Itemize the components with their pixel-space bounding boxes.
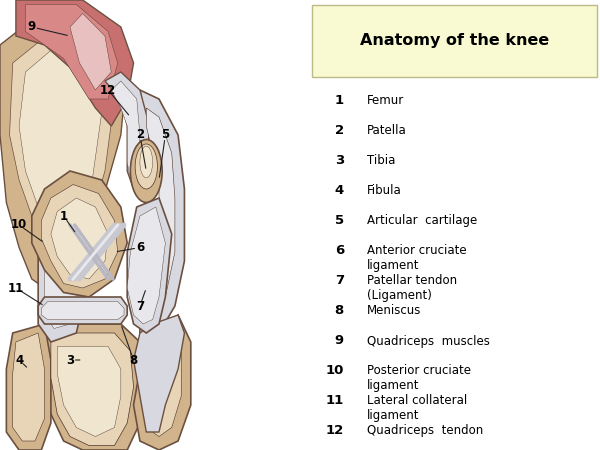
Text: 10: 10 bbox=[326, 364, 344, 378]
Text: 6: 6 bbox=[136, 241, 144, 254]
Text: 11: 11 bbox=[326, 395, 344, 408]
Polygon shape bbox=[19, 45, 102, 256]
Polygon shape bbox=[44, 324, 146, 450]
Text: 9: 9 bbox=[28, 21, 36, 33]
Polygon shape bbox=[38, 216, 83, 342]
Text: 9: 9 bbox=[335, 334, 344, 347]
Polygon shape bbox=[7, 324, 51, 450]
Text: 12: 12 bbox=[326, 424, 344, 437]
Text: Anterior cruciate
ligament: Anterior cruciate ligament bbox=[367, 244, 467, 273]
Text: 2: 2 bbox=[136, 129, 144, 141]
Polygon shape bbox=[105, 72, 149, 189]
Text: 7: 7 bbox=[335, 274, 344, 288]
Polygon shape bbox=[10, 27, 115, 279]
Polygon shape bbox=[70, 14, 112, 90]
Polygon shape bbox=[112, 81, 140, 180]
Text: Fibula: Fibula bbox=[367, 184, 402, 198]
Text: Patella: Patella bbox=[367, 125, 407, 138]
Text: Patellar tendon
(Ligament): Patellar tendon (Ligament) bbox=[367, 274, 457, 302]
Text: 7: 7 bbox=[136, 300, 144, 312]
Text: 4: 4 bbox=[15, 354, 23, 366]
Polygon shape bbox=[44, 225, 76, 328]
Polygon shape bbox=[32, 171, 127, 297]
Polygon shape bbox=[127, 207, 166, 324]
Polygon shape bbox=[16, 0, 134, 126]
Text: Anatomy of the knee: Anatomy of the knee bbox=[360, 33, 549, 48]
Polygon shape bbox=[38, 297, 127, 324]
Ellipse shape bbox=[140, 146, 152, 178]
Text: 10: 10 bbox=[11, 219, 27, 231]
Text: 1: 1 bbox=[59, 210, 68, 222]
Ellipse shape bbox=[130, 140, 162, 202]
Text: 5: 5 bbox=[161, 129, 169, 141]
FancyBboxPatch shape bbox=[312, 4, 597, 76]
Polygon shape bbox=[41, 302, 124, 319]
Polygon shape bbox=[13, 333, 44, 441]
Text: Meniscus: Meniscus bbox=[367, 305, 422, 318]
Polygon shape bbox=[134, 315, 191, 450]
Text: Quadriceps  muscles: Quadriceps muscles bbox=[367, 334, 490, 347]
Text: 3: 3 bbox=[335, 154, 344, 167]
Text: 8: 8 bbox=[130, 354, 137, 366]
Polygon shape bbox=[51, 198, 108, 279]
Text: 3: 3 bbox=[66, 354, 74, 366]
Polygon shape bbox=[134, 315, 184, 432]
Polygon shape bbox=[51, 333, 134, 446]
Polygon shape bbox=[140, 324, 181, 436]
Ellipse shape bbox=[135, 144, 157, 189]
Polygon shape bbox=[140, 90, 184, 342]
Text: Tibia: Tibia bbox=[367, 154, 395, 167]
Text: Articular  cartilage: Articular cartilage bbox=[367, 215, 478, 228]
Text: 2: 2 bbox=[335, 125, 344, 138]
Polygon shape bbox=[143, 108, 175, 324]
Text: 4: 4 bbox=[335, 184, 344, 198]
Text: 5: 5 bbox=[335, 215, 344, 228]
Text: 8: 8 bbox=[335, 305, 344, 318]
Text: 11: 11 bbox=[8, 282, 24, 294]
Text: Lateral collateral
ligament: Lateral collateral ligament bbox=[367, 395, 467, 423]
Text: Posterior cruciate
ligament: Posterior cruciate ligament bbox=[367, 364, 471, 392]
Text: Femur: Femur bbox=[367, 94, 404, 108]
Polygon shape bbox=[41, 184, 118, 288]
Polygon shape bbox=[127, 198, 172, 333]
Text: Quadriceps  tendon: Quadriceps tendon bbox=[367, 424, 484, 437]
Text: 6: 6 bbox=[335, 244, 344, 257]
Polygon shape bbox=[0, 0, 127, 292]
Text: 1: 1 bbox=[335, 94, 344, 108]
Polygon shape bbox=[25, 4, 118, 99]
Text: 12: 12 bbox=[100, 84, 116, 96]
Polygon shape bbox=[57, 346, 121, 436]
